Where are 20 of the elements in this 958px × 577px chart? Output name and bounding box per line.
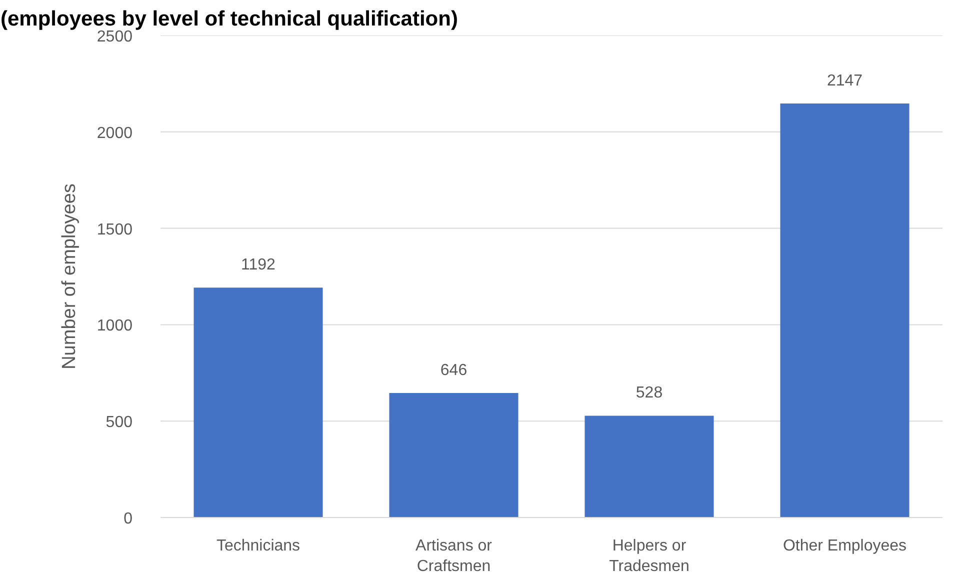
chart-title: (employees by level of technical qualification) — [0, 8, 458, 30]
y-tick-label: 1000 — [96, 318, 133, 335]
bar — [780, 104, 910, 518]
y-tick-label: 1500 — [96, 221, 133, 238]
bar — [389, 392, 518, 518]
y-tick-label: 2000 — [96, 124, 133, 142]
bar — [584, 416, 714, 518]
x-tick-label: Helpers or Tradesmen — [609, 538, 690, 575]
data-label: 646 — [440, 362, 468, 379]
y-tick-label: 2500 — [96, 28, 133, 46]
y-tick-label: 0 — [124, 510, 133, 528]
x-tick-label: Other Employees — [782, 538, 907, 554]
y-tick-label: 500 — [106, 414, 133, 432]
data-label: 528 — [636, 384, 663, 402]
x-tick-label: Technicians — [216, 538, 300, 554]
data-label: 2147 — [826, 72, 863, 90]
data-label: 1192 — [241, 256, 276, 274]
x-tick-label: Artisans or Craftsmen — [416, 538, 493, 575]
bar — [194, 288, 323, 518]
y-axis-title: Number of employees — [58, 184, 80, 370]
